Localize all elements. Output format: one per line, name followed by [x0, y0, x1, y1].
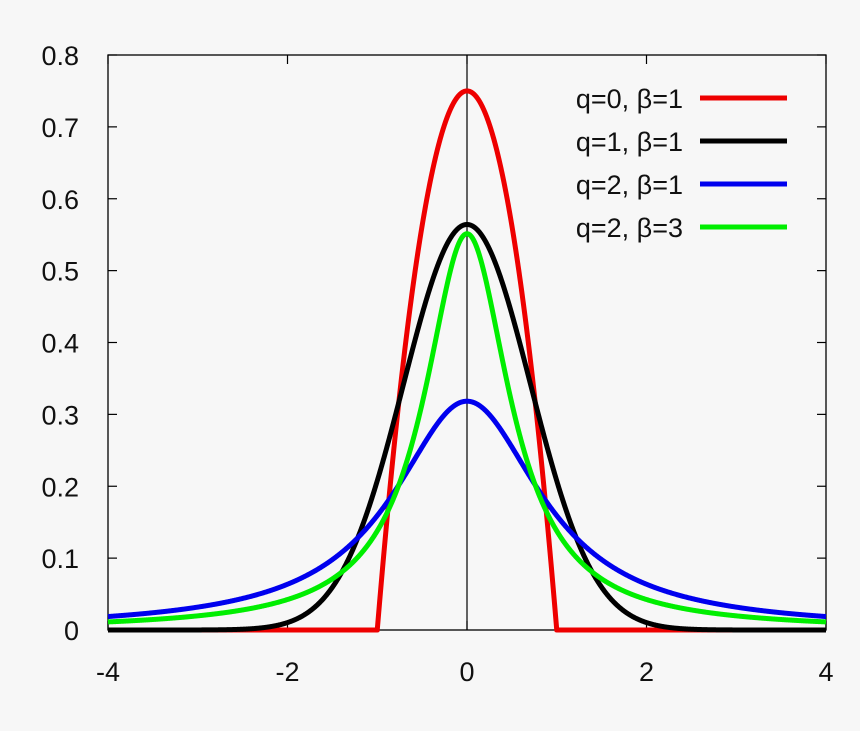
legend: q=0, β=1 q=1, β=1 q=2, β=1 q=2, β=3 — [576, 84, 787, 243]
x-tick-label: -2 — [275, 657, 299, 687]
legend-label-1: q=0, β=1 — [576, 84, 683, 114]
y-tick-label: 0.3 — [41, 400, 79, 430]
series-line-3 — [105, 398, 829, 620]
series-line-4 — [105, 231, 829, 625]
x-tick-label: 0 — [459, 657, 474, 687]
y-tick-label: 0.7 — [41, 113, 79, 143]
x-tick-label: 2 — [639, 657, 654, 687]
y-tick-label: 0.6 — [41, 185, 79, 215]
legend-label-3: q=2, β=1 — [576, 170, 683, 200]
y-tick-label: 0.1 — [41, 544, 79, 574]
y-tick-label: 0.5 — [41, 257, 79, 287]
y-tick-label: 0.8 — [41, 41, 79, 71]
plot-area — [105, 88, 829, 633]
axes: -4 -2 0 2 4 0 0.1 0.2 0.3 0.4 0.5 0.6 0.7 0.8 — [41, 41, 833, 687]
legend-label-2: q=1, β=1 — [576, 127, 683, 157]
y-tick-label: 0 — [64, 616, 79, 646]
y-tick-label: 0.4 — [41, 329, 79, 359]
y-tick-label: 0.2 — [41, 472, 79, 502]
legend-label-4: q=2, β=3 — [576, 213, 683, 243]
x-tick-label: -4 — [96, 657, 120, 687]
series-line-2 — [105, 221, 829, 633]
x-tick-label: 4 — [818, 657, 833, 687]
